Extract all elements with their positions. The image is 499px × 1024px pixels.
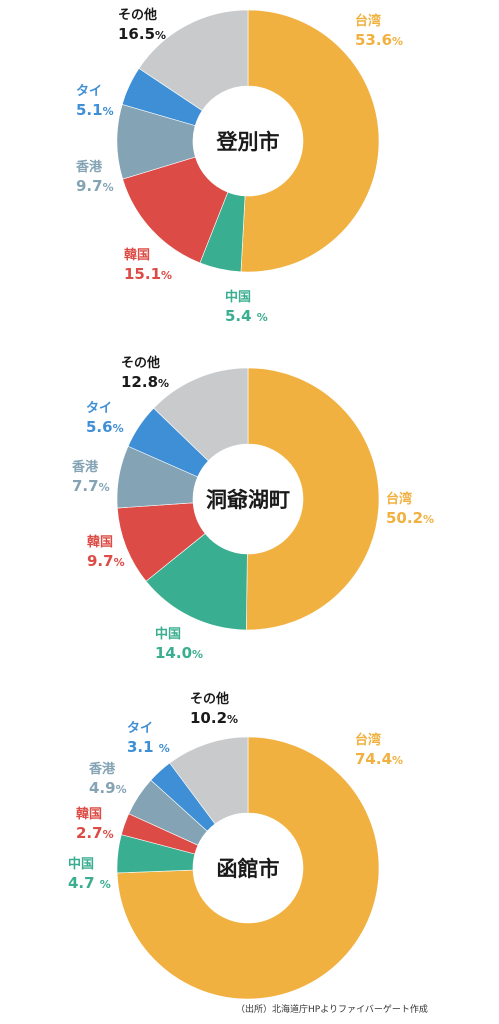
donut-chart-2: 台湾 50.2% 中国 14.0% 韓国 9.7% 香港 7.7% タイ 5.6% その他 12.8%… [71, 355, 434, 662]
donut-chart-1: 台湾 53.6% 中国 5.4 % 韓国 15.1% 香港 9.7% タイ 5.1% その他 16.5… [75, 7, 403, 325]
slice-label-taiwan: 台湾 [386, 491, 412, 507]
donut-chart-3: 台湾 74.4% 中国 4.7 % 韓国 2.7% 香港 4.9% タイ 3.1 % その他 10.2… [68, 691, 403, 1000]
chart-title-1: 登別市 [216, 130, 280, 154]
slice-label-hongkong: 香港 [88, 761, 116, 777]
slice-other [138, 9, 249, 111]
slice-label-korea: 韓国 [76, 806, 102, 822]
slice-value-china: 4.7 % [68, 874, 111, 892]
slice-value-taiwan: 53.6% [355, 31, 403, 49]
slice-value-taiwan: 50.2% [386, 509, 434, 527]
slice-label-china: 中国 [68, 856, 94, 872]
slice-label-taiwan: 台湾 [355, 732, 381, 748]
slice-value-other: 12.8% [121, 373, 169, 391]
slice-taiwan [246, 367, 380, 631]
slice-value-korea: 2.7% [76, 824, 114, 842]
slice-label-hongkong: 香港 [75, 159, 103, 175]
slice-value-taiwan: 74.4% [355, 750, 403, 768]
slice-taiwan [240, 9, 380, 273]
slice-value-thailand: 5.1% [76, 101, 114, 119]
slice-value-hongkong: 4.9% [89, 779, 127, 797]
slice-other [153, 367, 249, 462]
slice-china [145, 533, 248, 631]
slice-taiwan [116, 736, 380, 1000]
slice-label-korea: 韓国 [124, 247, 150, 263]
slice-value-other: 10.2% [190, 709, 238, 727]
chart-title-2: 洞爺湖町 [206, 488, 290, 512]
slice-label-other: その他 [190, 691, 229, 707]
slice-value-thailand: 5.6% [86, 418, 124, 436]
chart-title-3: 函館市 [217, 857, 280, 881]
slice-value-korea: 9.7% [87, 552, 125, 570]
slice-label-hongkong: 香港 [71, 459, 99, 475]
slice-value-hongkong: 7.7% [72, 477, 110, 495]
source-note: （出所）北海道庁HPよりファイバーゲート作成 [236, 1005, 428, 1015]
slice-label-china: 中国 [225, 289, 251, 305]
slice-value-china: 5.4 % [225, 307, 268, 325]
slice-value-china: 14.0% [155, 644, 203, 662]
slice-value-other: 16.5% [118, 25, 166, 43]
slice-label-taiwan: 台湾 [355, 13, 381, 29]
slice-other [169, 736, 249, 825]
slice-label-other: その他 [118, 7, 157, 23]
slice-value-korea: 15.1% [124, 265, 172, 283]
slice-label-other: その他 [121, 355, 160, 371]
slice-value-hongkong: 9.7% [76, 177, 114, 195]
slice-label-thailand: タイ [127, 721, 153, 736]
slice-label-korea: 韓国 [87, 534, 113, 550]
slice-label-thailand: タイ [76, 84, 102, 99]
slice-value-thailand: 3.1 % [127, 738, 170, 756]
slice-label-thailand: タイ [86, 401, 112, 416]
slice-label-china: 中国 [155, 626, 181, 642]
